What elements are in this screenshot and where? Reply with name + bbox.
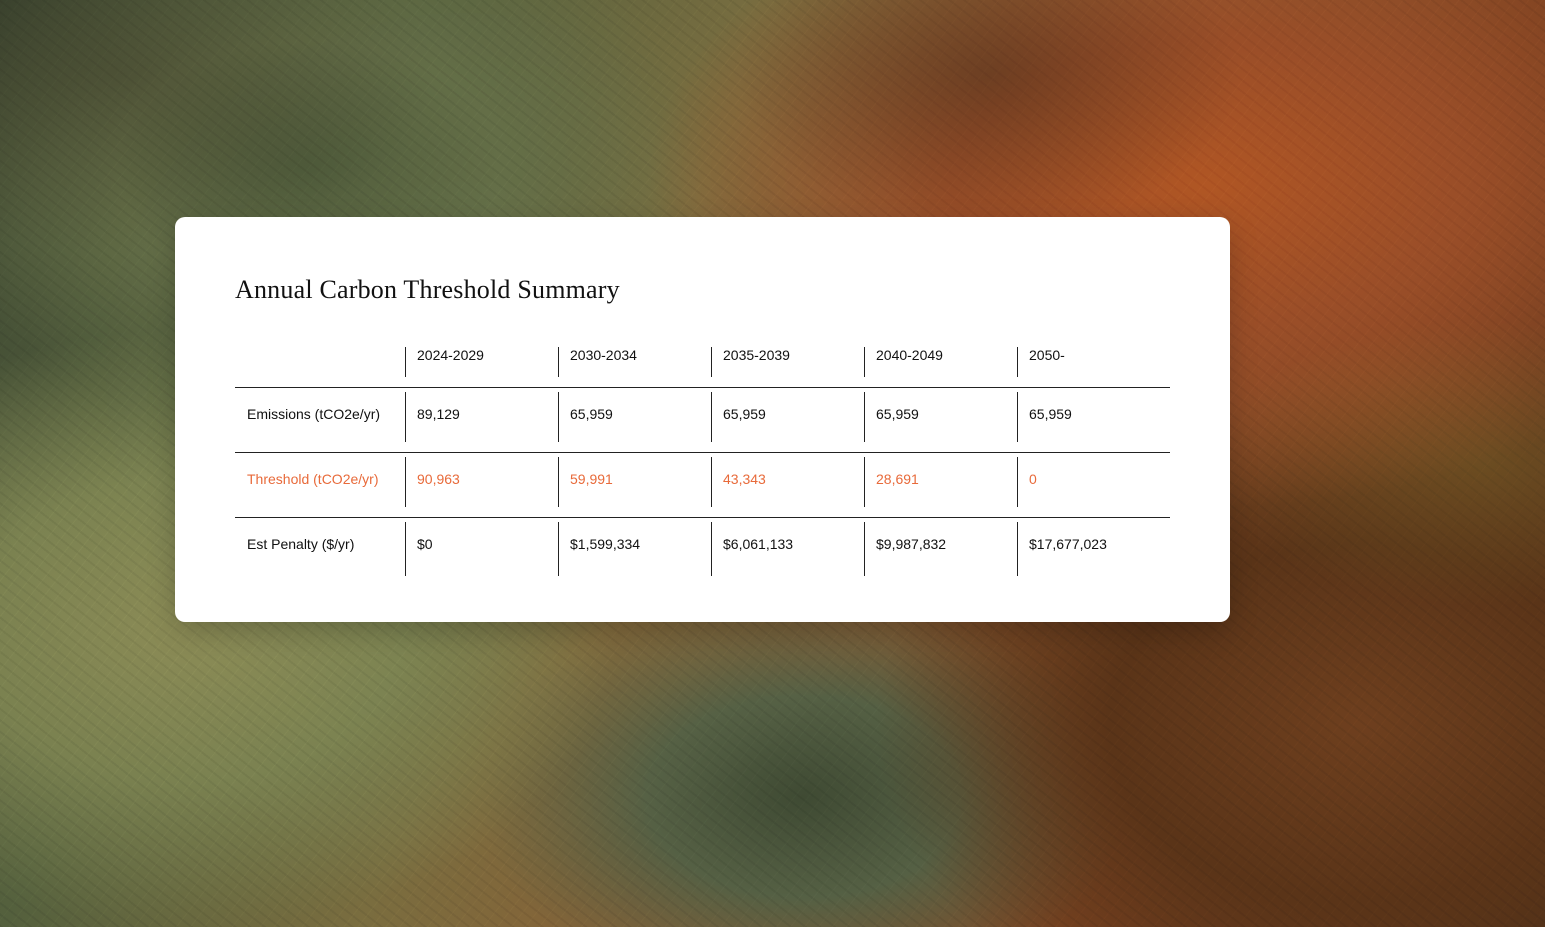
row-label: Threshold (tCO2e/yr) (235, 453, 405, 518)
table-cell: 65,959 (864, 388, 1017, 453)
table-header: 2035-2039 (711, 343, 864, 388)
table-header: 2024-2029 (405, 343, 558, 388)
table-row-threshold: Threshold (tCO2e/yr) 90,963 59,991 43,34… (235, 453, 1170, 518)
table-header: 2030-2034 (558, 343, 711, 388)
table-cell: 59,991 (558, 453, 711, 518)
table-cell: 65,959 (1017, 388, 1170, 453)
summary-card: Annual Carbon Threshold Summary 2024-202… (175, 217, 1230, 622)
table-cell: 65,959 (558, 388, 711, 453)
threshold-table: 2024-2029 2030-2034 2035-2039 2040-2049 … (235, 343, 1170, 582)
table-cell: $6,061,133 (711, 518, 864, 583)
row-label: Est Penalty ($/yr) (235, 518, 405, 583)
table-cell: $1,599,334 (558, 518, 711, 583)
table-row-emissions: Emissions (tCO2e/yr) 89,129 65,959 65,95… (235, 388, 1170, 453)
row-label: Emissions (tCO2e/yr) (235, 388, 405, 453)
table-row-penalty: Est Penalty ($/yr) $0 $1,599,334 $6,061,… (235, 518, 1170, 583)
table-cell: $17,677,023 (1017, 518, 1170, 583)
table-cell: 89,129 (405, 388, 558, 453)
table-cell: $0 (405, 518, 558, 583)
card-title: Annual Carbon Threshold Summary (235, 275, 1170, 305)
table-cell: 43,343 (711, 453, 864, 518)
table-cell: 28,691 (864, 453, 1017, 518)
table-header: 2050- (1017, 343, 1170, 388)
table-header-blank (235, 343, 405, 388)
table-header-row: 2024-2029 2030-2034 2035-2039 2040-2049 … (235, 343, 1170, 388)
table-cell: 90,963 (405, 453, 558, 518)
table-cell: 0 (1017, 453, 1170, 518)
table-cell: 65,959 (711, 388, 864, 453)
table-cell: $9,987,832 (864, 518, 1017, 583)
table-header: 2040-2049 (864, 343, 1017, 388)
